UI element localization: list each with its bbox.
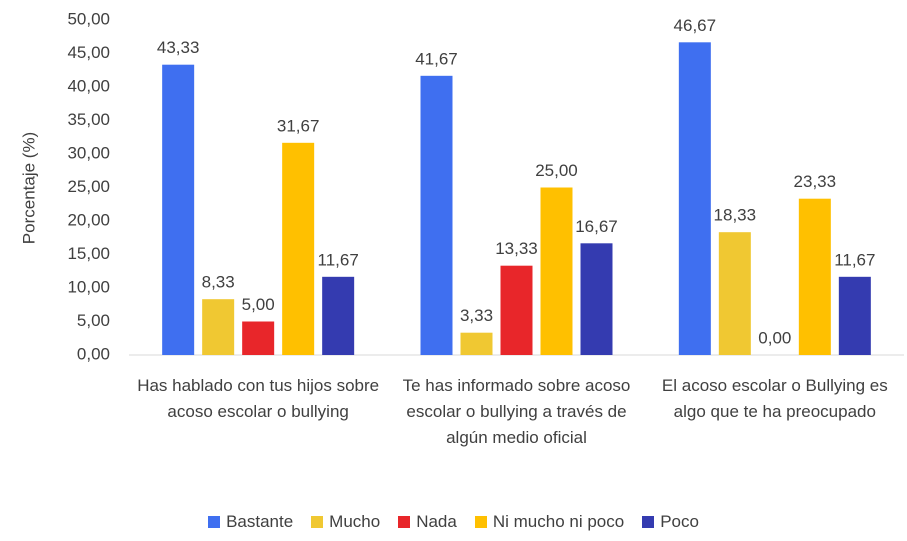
y-tick-label: 35,00	[67, 110, 110, 129]
x-tick-label: El acoso escolar o Bullying es algo que …	[661, 376, 888, 421]
bar	[798, 198, 831, 355]
value-label: 18,33	[714, 206, 757, 225]
y-tick-label: 15,00	[67, 244, 110, 263]
value-label: 3,33	[460, 306, 493, 325]
value-label: 31,67	[277, 116, 320, 135]
bar	[838, 276, 871, 355]
bar	[718, 232, 751, 355]
legend-item: Nada	[398, 512, 457, 532]
bar	[242, 321, 275, 355]
bar	[580, 243, 613, 355]
legend-swatch	[642, 516, 655, 528]
y-tick-label: 40,00	[67, 76, 110, 95]
bar	[162, 64, 195, 356]
y-tick-label: 25,00	[67, 177, 110, 196]
value-label: 23,33	[794, 172, 837, 191]
value-label: 25,00	[535, 161, 578, 180]
legend-label: Nada	[416, 512, 457, 531]
bar	[500, 265, 533, 355]
y-tick-label: 45,00	[67, 43, 110, 62]
value-label: 46,67	[674, 16, 717, 35]
bar	[540, 187, 573, 355]
bar	[202, 299, 235, 355]
value-label: 41,67	[415, 49, 458, 68]
value-label: 13,33	[495, 239, 538, 258]
legend-swatch	[474, 516, 487, 528]
legend-swatch	[398, 516, 411, 528]
legend-label: Bastante	[226, 512, 294, 531]
legend-swatch	[311, 516, 324, 528]
y-axis-title: Porcentaje (%)	[19, 132, 38, 244]
y-tick-label: 50,00	[67, 9, 110, 28]
bar	[678, 42, 711, 355]
y-tick-label: 30,00	[67, 143, 110, 162]
value-label: 5,00	[242, 295, 275, 314]
legend-label: Poco	[660, 512, 699, 531]
y-tick-label: 5,00	[77, 311, 110, 330]
value-label: 0,00	[758, 328, 791, 347]
value-label: 11,67	[318, 250, 359, 269]
bar	[282, 142, 315, 355]
y-tick-label: 20,00	[67, 210, 110, 229]
bar	[420, 75, 453, 355]
value-label: 8,33	[202, 273, 235, 292]
bar	[322, 276, 355, 355]
legend-item: Mucho	[311, 512, 380, 532]
bar	[460, 332, 493, 355]
legend-item: Ni mucho ni poco	[474, 512, 625, 532]
x-tick-label: Te has informado sobre acoso escolar o b…	[402, 376, 631, 447]
legend-item: Poco	[642, 512, 699, 532]
legend-swatch	[208, 516, 221, 528]
y-tick-label: 10,00	[67, 277, 110, 296]
x-tick-label: Has hablado con tus hijos sobre acoso es…	[137, 376, 380, 421]
value-label: 43,33	[157, 38, 200, 57]
y-tick-label: 0,00	[77, 344, 110, 363]
value-label: 16,67	[575, 217, 618, 236]
value-label: 11,67	[834, 250, 875, 269]
legend-item: Bastante	[208, 512, 293, 532]
legend: Bastante Mucho Nada Ni mucho ni poco Poco	[0, 512, 907, 532]
legend-label: Ni mucho ni poco	[492, 512, 625, 531]
legend-label: Mucho	[329, 512, 381, 531]
